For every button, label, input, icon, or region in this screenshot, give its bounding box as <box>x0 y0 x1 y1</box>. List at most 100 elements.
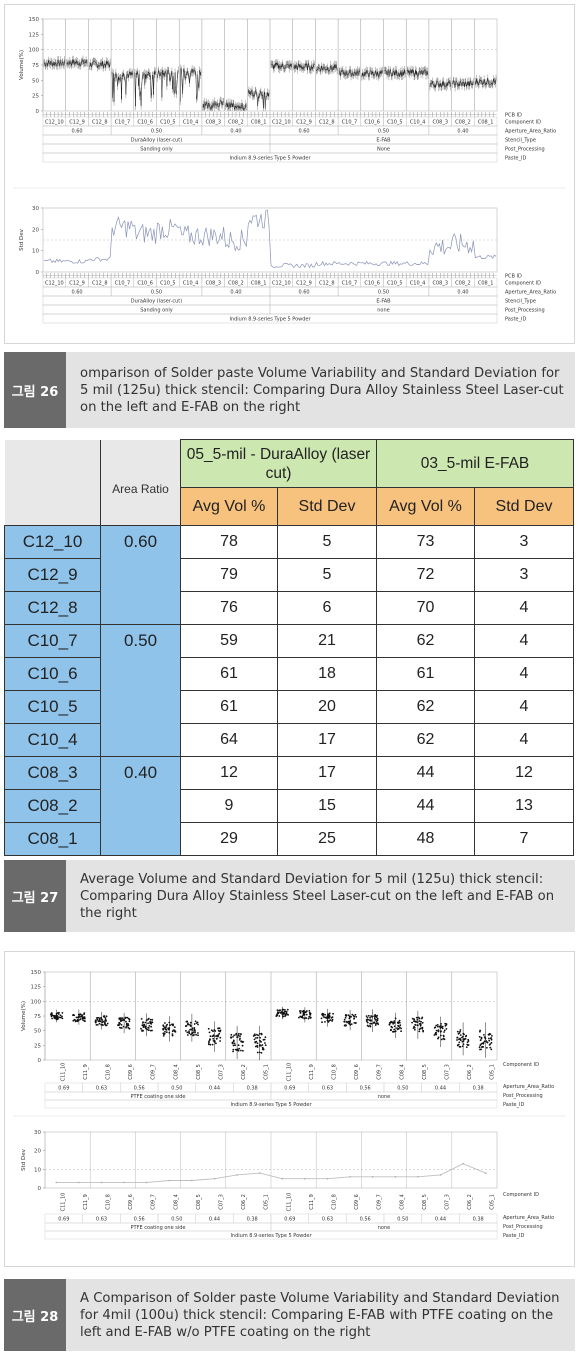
data-point <box>256 1036 259 1039</box>
data-point <box>105 1015 108 1018</box>
data-point <box>256 1033 258 1036</box>
data-point <box>437 1030 440 1032</box>
data-point <box>490 1048 493 1051</box>
data-point <box>197 1032 199 1034</box>
data-point <box>191 1179 193 1182</box>
data-point <box>327 1020 330 1023</box>
data-point <box>490 1041 493 1044</box>
data-point <box>479 1039 482 1042</box>
data-point <box>213 1040 216 1042</box>
data-point <box>489 1046 492 1049</box>
data-point <box>365 1015 368 1017</box>
post-label: PTFE coating one side <box>131 1225 186 1231</box>
data-point <box>484 1037 487 1040</box>
ratio-label: 0.44 <box>209 1217 220 1223</box>
data-point <box>144 1026 147 1029</box>
data-point <box>57 1016 59 1018</box>
data-point <box>96 1024 99 1026</box>
data-point <box>105 1024 108 1027</box>
data-point <box>459 1029 462 1031</box>
data-point <box>189 1028 192 1031</box>
row-label: Aperture_Area_Ratio <box>503 1084 554 1090</box>
post-label: none <box>378 1225 390 1231</box>
ratio-label: 0.56 <box>360 1086 371 1092</box>
data-point <box>232 1050 235 1053</box>
component-id: C08_2 <box>4 789 101 823</box>
y-tick-label: 0 <box>36 270 40 276</box>
data-point <box>121 1017 124 1019</box>
data-point <box>486 1046 488 1049</box>
data-point <box>355 1016 358 1018</box>
data-point <box>489 1033 492 1035</box>
data-point <box>168 1028 170 1031</box>
std-dev-cell: 21 <box>277 624 377 658</box>
row-label: PCB ID <box>505 113 522 119</box>
data-point <box>418 1017 421 1020</box>
table-row: C12_10 0.60 78 5 73 3 <box>4 525 575 625</box>
data-point <box>168 1031 171 1034</box>
volume-series <box>475 78 497 86</box>
data-point <box>343 1018 346 1021</box>
data-point <box>370 1020 372 1022</box>
avg-vol-cell: 70 <box>376 591 475 625</box>
data-point <box>285 1010 288 1013</box>
data-point <box>73 1019 76 1021</box>
data-point <box>95 1024 98 1026</box>
component-label: C08_3 <box>205 281 221 287</box>
data-point <box>147 1027 150 1029</box>
figure-28: 150 125 100 75 50 25 0 Volume(%) C11_10 C11_9 C10_… <box>4 951 575 1267</box>
std-dev-cell: 12 <box>473 756 575 790</box>
data-point <box>435 1024 438 1027</box>
component-label: C08_4 <box>399 1064 405 1080</box>
component-label: C12_9 <box>69 120 85 126</box>
data-point <box>189 1021 192 1024</box>
data-point <box>211 1043 214 1046</box>
component-label: C09_7 <box>151 1064 157 1080</box>
data-point <box>151 1018 154 1021</box>
data-point <box>414 1024 417 1026</box>
ratio-label: 0.44 <box>209 1086 220 1092</box>
data-point <box>397 1027 400 1030</box>
std-dev-cell: 4 <box>473 657 575 691</box>
y-tick-label: 125 <box>29 32 40 38</box>
data-point <box>188 1030 190 1033</box>
data-point <box>254 1041 257 1043</box>
data-point <box>324 1013 326 1016</box>
data-point <box>164 1022 166 1024</box>
ratio-label: 0.69 <box>58 1217 69 1223</box>
component-label: C11_9 <box>83 1194 89 1210</box>
data-point <box>483 1040 486 1043</box>
data-point <box>148 1025 151 1027</box>
data-point <box>189 1033 192 1036</box>
data-point <box>104 1017 107 1019</box>
row-label: Post_Processing <box>503 1224 543 1230</box>
header-avg-vol: Avg Vol % <box>180 487 278 526</box>
data-point <box>415 1020 417 1023</box>
avg-vol-cell: 61 <box>376 657 475 691</box>
ratio-label: 0.44 <box>435 1217 446 1223</box>
data-point <box>309 1013 312 1016</box>
data-point <box>207 1043 210 1046</box>
data-point <box>444 1022 447 1025</box>
data-point <box>351 1013 354 1016</box>
data-point <box>230 1037 233 1039</box>
data-point <box>232 1040 235 1043</box>
data-point <box>332 1012 334 1015</box>
component-id: C12_10 <box>4 525 101 559</box>
data-point <box>142 1021 144 1024</box>
component-label: C05_1 <box>264 1194 270 1210</box>
std-dev-cell: 4 <box>473 723 575 757</box>
data-point <box>483 1034 485 1036</box>
y-axis-label: Volume(%) <box>21 1001 27 1031</box>
stddev-series <box>56 1163 486 1183</box>
data-point <box>302 1012 305 1014</box>
data-point <box>480 1043 483 1045</box>
data-point <box>344 1024 347 1027</box>
volume-series <box>316 64 338 73</box>
ratio-label: 0.50 <box>378 129 389 135</box>
data-point <box>78 1016 81 1018</box>
ratio-label: 0.44 <box>435 1086 446 1092</box>
row-label: Post_Processing <box>505 147 545 153</box>
data-point <box>254 1034 256 1037</box>
component-label: C05_1 <box>490 1194 496 1210</box>
